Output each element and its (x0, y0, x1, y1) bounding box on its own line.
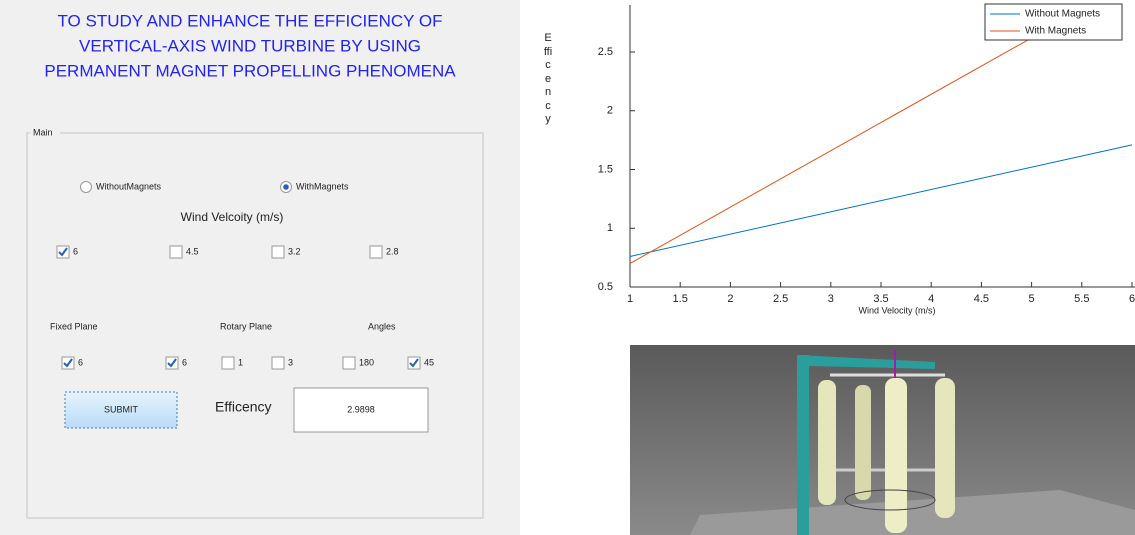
group-header: Angles (368, 321, 396, 331)
panel-title: Main (33, 127, 53, 137)
legend-label: With Magnets (1025, 26, 1086, 37)
checkbox[interactable] (370, 246, 382, 258)
x-tick-label: 6 (1129, 293, 1135, 305)
checkbox-label: 3.2 (288, 246, 301, 256)
x-tick-label: 4.5 (974, 293, 989, 305)
y-tick-label: 1.5 (598, 163, 613, 175)
x-tick-label: 2 (727, 293, 733, 305)
title-line: TO STUDY AND ENHANCE THE EFFICIENCY OF (57, 11, 442, 30)
radio-label: WithoutMagnets (96, 181, 162, 191)
radio-label: WithMagnets (296, 181, 349, 191)
x-tick-label: 4 (928, 293, 934, 305)
x-tick-label: 3.5 (873, 293, 888, 305)
submit-label[interactable]: SUBMIT (104, 404, 139, 414)
x-tick-label: 5.5 (1074, 293, 1089, 305)
y-tick-label: 0.5 (598, 281, 613, 293)
radio-dot (283, 184, 289, 190)
x-axis-label: Wind Velocity (m/s) (858, 305, 935, 315)
turbine-render (630, 345, 1135, 535)
x-tick-label: 1 (627, 293, 633, 305)
legend-label: Without Magnets (1025, 9, 1100, 20)
y-axis-label: Efficency (543, 32, 553, 127)
title-line: PERMANENT MAGNET PROPELLING PHENOMENA (44, 61, 456, 80)
x-tick-label: 1.5 (673, 293, 688, 305)
page: {"header": {"title_lines": ["TO STUDY AN… (0, 0, 1135, 535)
checkbox-label: 3 (288, 357, 293, 367)
checkbox-label: 6 (78, 357, 83, 367)
group-header: Fixed Plane (50, 321, 98, 331)
checkbox-label: 45 (424, 357, 434, 367)
title-line: VERTICAL-AXIS WIND TURBINE BY USING (79, 36, 421, 55)
y-tick-label: 2 (607, 105, 613, 117)
group-header: Rotary Plane (220, 321, 272, 331)
checkbox-label: 6 (182, 357, 187, 367)
radio[interactable] (81, 182, 92, 193)
x-tick-label: 3 (828, 293, 834, 305)
y-tick-label: 2.5 (598, 46, 613, 58)
checkbox[interactable] (272, 357, 284, 369)
x-tick-label: 2.5 (773, 293, 788, 305)
efficiency-label: Efficency (215, 399, 272, 415)
checkbox-label: 6 (73, 246, 78, 256)
efficiency-value: 2.9898 (347, 404, 375, 414)
checkbox-label: 1 (238, 357, 243, 367)
checkbox-label: 4.5 (186, 246, 199, 256)
checkbox[interactable] (272, 246, 284, 258)
screen: Main TO STUDY AND ENHANCE THE EFFICIENCY… (0, 0, 1135, 535)
checkbox[interactable] (170, 246, 182, 258)
checkbox-label: 2.8 (386, 246, 399, 256)
checkbox-label: 180 (359, 357, 374, 367)
wind-velocity-label: Wind Velcoity (m/s) (181, 210, 284, 224)
x-tick-label: 5 (1029, 293, 1035, 305)
y-tick-label: 1 (607, 222, 613, 234)
checkbox[interactable] (343, 357, 355, 369)
checkbox[interactable] (222, 357, 234, 369)
series-line (630, 145, 1132, 257)
